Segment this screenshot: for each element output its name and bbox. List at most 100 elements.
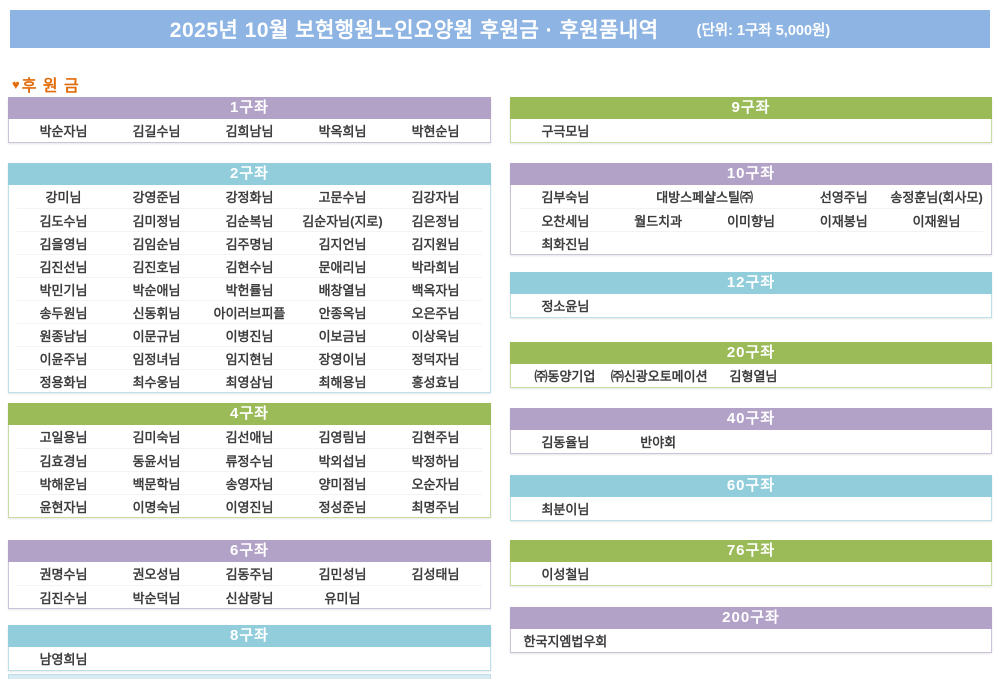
donor-name: 구극모님 xyxy=(541,124,590,139)
section-body: 강미님 강영준님 강정화님 고문수님 김강자님 김도수님 김미정님 김순복님 김순자님(지로) 김… xyxy=(8,185,491,393)
donor-row: 송두원님 신동휘님 아이러브피플 안종옥님 오은주님 xyxy=(17,300,482,323)
donor-name: 백옥자님 xyxy=(411,282,460,298)
donor-name: 백문학님 xyxy=(132,476,181,492)
donor-name: 이재원님 xyxy=(912,213,961,229)
section-body: 남영희님 xyxy=(8,647,491,671)
donor-row: 최분이님 xyxy=(519,497,983,520)
donor-row: 김도수님 김미정님 김순복님 김순자님(지로) 김은정님 xyxy=(17,208,482,231)
section-body: 정소윤님 xyxy=(510,294,992,318)
donor-name: 이명숙님 xyxy=(132,499,181,515)
donor-name: 박헌률님 xyxy=(225,282,274,298)
donor-name: 송두원님 xyxy=(39,305,88,321)
donor-name: 이미향님 xyxy=(727,213,775,229)
donor-name: 유미님 xyxy=(324,590,361,606)
donor-name: 김강자님 xyxy=(411,190,460,205)
donor-name: 홍성효님 xyxy=(411,374,460,390)
donation-section: 10구좌 김부숙님 대방스페샬스틸㈜ 선영주님 송정훈님(회사모) 오찬세님 월드치과 이미향… xyxy=(510,163,992,255)
donor-name: 최영삼님 xyxy=(225,374,274,390)
donor-name: 고일용님 xyxy=(39,430,88,445)
donor-row: 권명수님 권오성님 김동주님 김민성님 김성태님 xyxy=(17,562,482,585)
donor-name: 반야회 xyxy=(640,435,677,450)
donation-section: 200구좌 한국지엠법우회 xyxy=(510,607,992,653)
donor-name: 월드치과 xyxy=(634,213,683,229)
section-title: 20구좌 xyxy=(510,342,992,364)
donor-name: 김진수님 xyxy=(39,590,88,606)
donor-name: 김도수님 xyxy=(39,213,88,229)
section-title: 9구좌 xyxy=(510,97,992,119)
column-left: 1구좌 박순자님 김길수님 김희남님 박옥희님 박현순님 2구좌 강미님 강영준님 강정화님 고문수… xyxy=(8,0,491,679)
donor-name: 박옥희님 xyxy=(318,124,367,139)
donor-name: 이영진님 xyxy=(225,499,274,515)
donor-name: 김선애님 xyxy=(225,430,274,445)
donor-name: 장영이님 xyxy=(318,351,367,367)
donor-row: 김을영님 김임순님 김주명님 김지언님 김지원님 xyxy=(17,231,482,254)
donor-name: 김미숙님 xyxy=(132,430,181,445)
donor-name: 김을영님 xyxy=(39,236,88,252)
donor-name: 신동휘님 xyxy=(132,305,181,321)
donor-name: 김동율님 xyxy=(541,435,590,450)
donor-row: 김진수님 박순덕님 신삼랑님 유미님 xyxy=(17,585,482,608)
donor-name: 김민성님 xyxy=(318,567,367,582)
donor-name: 박순덕님 xyxy=(132,590,181,606)
donor-name: 송정훈님(회사모) xyxy=(890,190,983,205)
donor-row: 정소윤님 xyxy=(519,294,983,317)
donor-name: 김영림님 xyxy=(318,430,367,445)
section-body: ㈜동양기업 ㈜신광오토메이션 김형열님 xyxy=(510,364,992,388)
page-title: 2025년 10월 보현행원노인요양원 후원금 · 후원품내역 xyxy=(169,19,659,42)
section-body: 구극모님 xyxy=(510,119,992,143)
donor-name: 김효경님 xyxy=(39,453,88,469)
section-title: 40구좌 xyxy=(510,408,992,430)
donor-name: 김현주님 xyxy=(411,430,460,445)
donor-name: 임정녀님 xyxy=(132,351,181,367)
donor-row: 구극모님 xyxy=(519,119,983,142)
donor-name: 김진선님 xyxy=(39,259,88,275)
donor-name: 원종남님 xyxy=(39,328,88,344)
donation-section: 8구좌 남영희님 xyxy=(8,625,491,671)
donor-row: 박민기님 박순애님 박헌률님 배창열님 백옥자님 xyxy=(17,277,482,300)
donor-name: 박외섭님 xyxy=(318,453,367,469)
donor-name: 김형열님 xyxy=(729,369,778,384)
donor-name: 박정하님 xyxy=(411,453,460,469)
donor-name: 김순자님(지로) xyxy=(302,213,383,229)
heart-icon: ♥ xyxy=(12,76,20,92)
donor-name: 이병진님 xyxy=(225,328,274,344)
donor-row: 강미님 강영준님 강정화님 고문수님 김강자님 xyxy=(17,185,482,208)
unit-note: (단위: 1구좌 5,000원) xyxy=(696,22,831,39)
donor-row: 윤현자님 이명숙님 이영진님 정성준님 최명주님 xyxy=(17,494,482,517)
donor-row: 최화진님 xyxy=(519,231,983,254)
donor-name: 권오성님 xyxy=(132,567,181,582)
donation-section: 60구좌 최분이님 xyxy=(510,475,992,521)
donor-name: 강영준님 xyxy=(132,190,181,205)
donor-name: 선영주님 xyxy=(819,190,868,205)
donor-name: 정소윤님 xyxy=(541,299,590,314)
donor-name: 김임순님 xyxy=(132,236,181,252)
donation-money-label: ♥ 후 원 금 xyxy=(12,72,80,96)
section-body: 이성철님 xyxy=(510,562,992,586)
donor-row: 이윤주님 임정녀님 임지현님 장영이님 정덕자님 xyxy=(17,346,482,369)
donor-name: 정덕자님 xyxy=(411,351,460,367)
donor-name: 오은주님 xyxy=(411,305,460,321)
donor-name: 김지원님 xyxy=(411,236,460,252)
section-title: 4구좌 xyxy=(8,403,491,425)
donor-name: 박해운님 xyxy=(39,476,88,492)
donor-name: 고문수님 xyxy=(318,190,367,205)
donor-name: 박민기님 xyxy=(39,282,88,298)
donor-row: 이성철님 xyxy=(519,562,983,585)
donor-row: 정용화님 최수웅님 최영삼님 최해용님 홍성효님 xyxy=(17,369,482,392)
donor-name: 이문규님 xyxy=(132,328,181,344)
donor-name: 박순자님 xyxy=(39,124,88,139)
donor-name: 문애리님 xyxy=(318,259,367,275)
donor-name: 동윤서님 xyxy=(132,453,181,469)
donor-name: 아이러브피플 xyxy=(213,305,286,321)
section-title: 76구좌 xyxy=(510,540,992,562)
donor-name: 이재봉님 xyxy=(819,213,868,229)
donor-row: 박해운님 백문학님 송영자님 양미점님 오순자님 xyxy=(17,471,482,494)
donor-name: 김지언님 xyxy=(318,236,367,252)
donor-name: 강정화님 xyxy=(225,190,274,205)
donation-section: 6구좌 권명수님 권오성님 김동주님 김민성님 김성태님 김진수님 박순덕님 신삼랑님 유미님 xyxy=(8,540,491,609)
donation-label-text: 후 원 금 xyxy=(21,78,80,95)
donor-name: 오순자님 xyxy=(411,476,460,492)
donor-name: 김순복님 xyxy=(225,213,274,229)
donor-name: 김길수님 xyxy=(132,124,181,139)
